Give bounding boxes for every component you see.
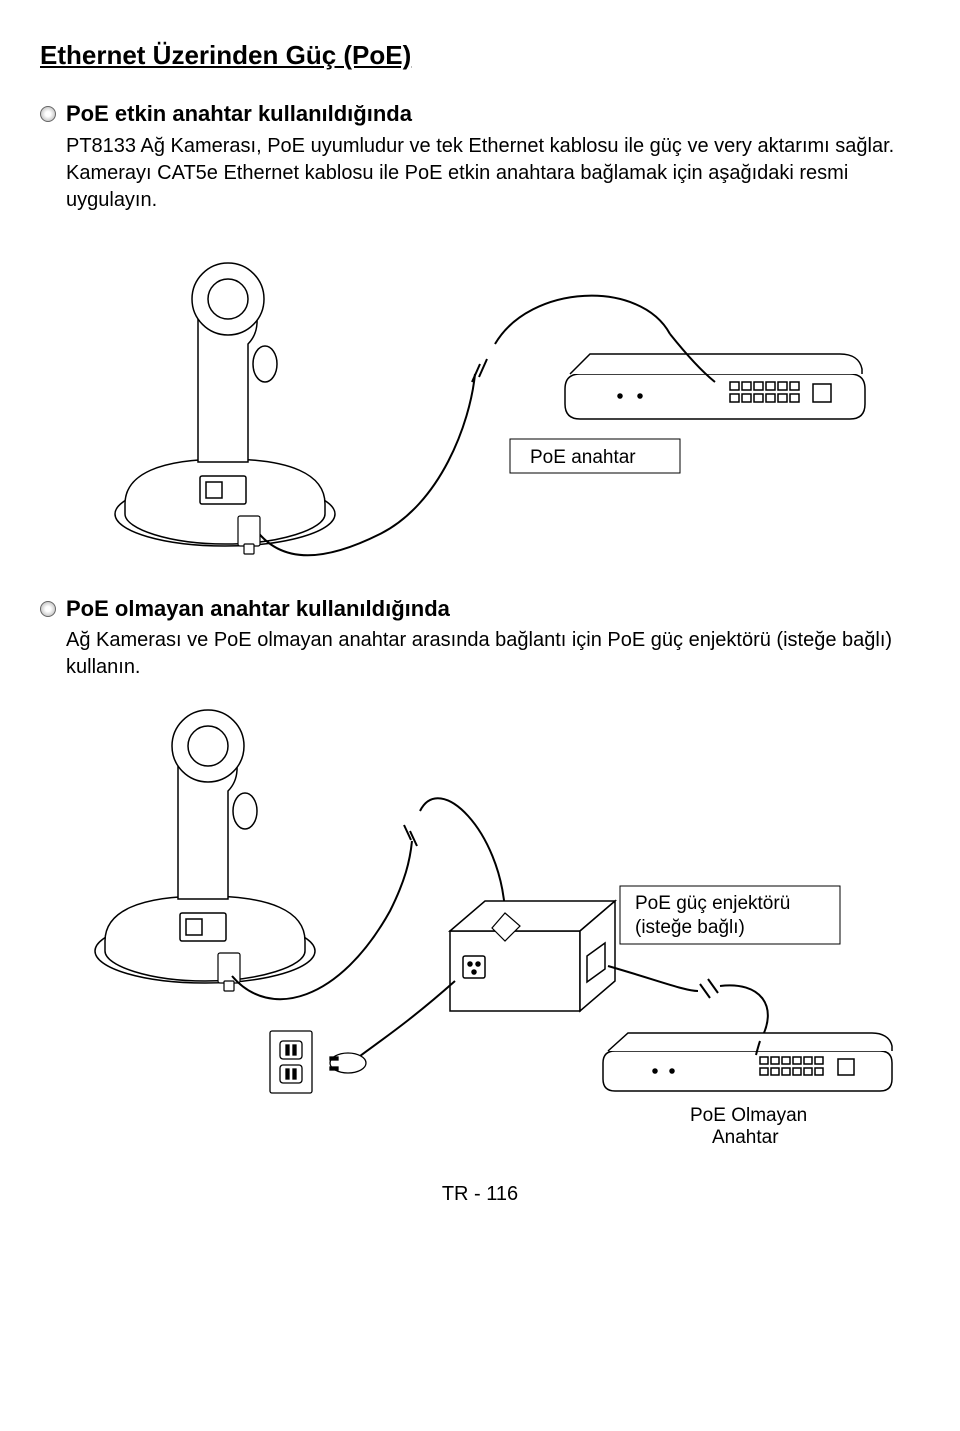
section2-body: Ağ Kamerası ve PoE olmayan anahtar arası…: [66, 627, 920, 681]
diagram1-switch-label: PoE anahtar: [530, 447, 636, 468]
switch-label-line2: Anahtar: [712, 1127, 779, 1148]
section1-head: PoE etkin anahtar kullanıldığında: [40, 99, 920, 129]
page-title: Ethernet Üzerinden Güç (PoE): [40, 38, 920, 73]
injector-label-line1: PoE güç enjektörü: [635, 893, 790, 914]
section2-head: PoE olmayan anahtar kullanıldığında: [40, 594, 920, 624]
section1-title: PoE etkin anahtar kullanıldığında: [66, 99, 412, 129]
section1-body: PT8133 Ağ Kamerası, PoE uyumludur ve tek…: [66, 133, 920, 214]
section2-title: PoE olmayan anahtar kullanıldığında: [66, 594, 450, 624]
diagram-poe-switch: PoE anahtar: [80, 224, 880, 564]
page-footer: TR - 116: [40, 1181, 920, 1208]
diagram-non-poe: PoE güç enjektörü (isteğe bağlı) PoE Olm…: [60, 691, 900, 1151]
injector-label-line2: (isteğe bağlı): [635, 917, 745, 938]
bullet-icon: [40, 601, 56, 617]
bullet-icon: [40, 106, 56, 122]
switch-label-line1: PoE Olmayan: [690, 1105, 807, 1126]
